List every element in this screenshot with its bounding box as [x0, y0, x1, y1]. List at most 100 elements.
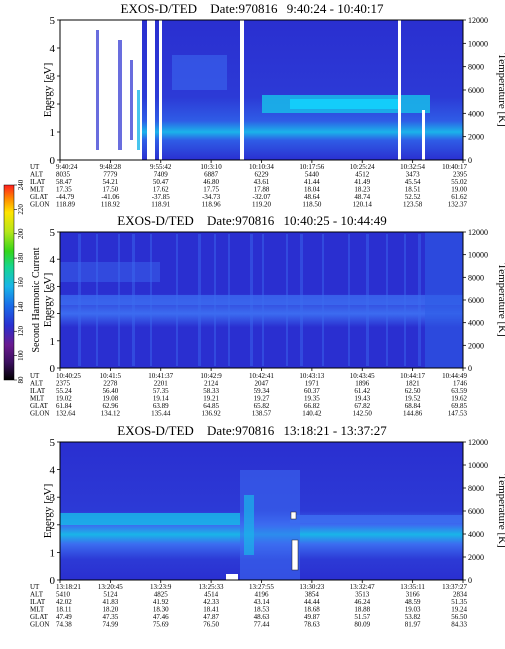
table-cell: 43.14 — [254, 598, 270, 606]
table-cell: 48.64 — [304, 193, 320, 201]
table-cell: 17.35 — [56, 186, 72, 194]
y2-tick-label: 10000 — [468, 39, 488, 48]
table-cell: 10:41:5 — [100, 372, 122, 380]
y2-tick-label: 0 — [468, 156, 472, 165]
panel-1-axes: 0 1 2 3 4 5 0 2000 4000 6000 8000 10000 12000 Energ… — [42, 15, 505, 167]
colorbar-tick-label: 240 — [17, 179, 25, 190]
y-tick-label: 0 — [50, 575, 56, 587]
y-tick-label: 2 — [50, 309, 56, 321]
panel-3-orbit-table: UTALTILATMLTGLATGLON13:18:21541042.0218.… — [30, 580, 468, 629]
table-cell: 51.57 — [354, 613, 370, 621]
table-cell: 13:32:47 — [350, 583, 375, 591]
panel-2-spike — [322, 234, 324, 366]
table-cell: -34.73 — [202, 193, 221, 201]
table-cell: 13:18:21 — [56, 583, 81, 591]
table-row-label: MLT — [30, 395, 45, 403]
table-cell: 13:23:9 — [150, 583, 172, 591]
y2-tick-label: 0 — [468, 364, 472, 373]
table-cell: 8035 — [56, 171, 71, 179]
y2-tick-label: 4000 — [468, 319, 484, 328]
table-cell: 67.82 — [354, 402, 370, 410]
table-cell: 140.42 — [302, 410, 322, 418]
table-cell: 18.88 — [354, 606, 370, 614]
y-tick-label: 5 — [50, 227, 56, 239]
table-cell: -32.07 — [252, 193, 271, 201]
table-cell: 19.52 — [405, 395, 421, 403]
y-tick-label: 4 — [50, 43, 56, 55]
table-cell: 76.50 — [203, 621, 219, 629]
table-cell: 19.62 — [451, 395, 467, 403]
panel-2-spike — [300, 234, 303, 366]
y2-tick-label: 12000 — [468, 16, 488, 25]
table-row-label: ALT — [30, 171, 44, 179]
table-cell: 2124 — [204, 380, 219, 388]
table-cell: 46.24 — [354, 598, 370, 606]
table-cell: 5124 — [103, 591, 118, 599]
y-tick-label: 3 — [50, 492, 56, 504]
table-cell: 10:42:9 — [200, 372, 222, 380]
table-cell: 74.99 — [103, 621, 119, 629]
table-row-label: GLAT — [30, 613, 49, 621]
panel-2-y2-ticks: 0 2000 4000 6000 8000 10000 12000 — [463, 228, 488, 373]
table-cell: 78.63 — [304, 621, 320, 629]
table-cell: 18.11 — [56, 606, 72, 614]
table-cell: 10:32:54 — [400, 163, 425, 171]
panel-2-title: EXOS-D/TED Date:970816 10:40:25 - 10:44:… — [117, 213, 386, 228]
table-cell: 61.42 — [354, 387, 370, 395]
panel-3-disturbance-core — [244, 495, 254, 555]
y-tick-label: 1 — [50, 336, 56, 348]
table-cell: 2395 — [453, 171, 468, 179]
panel-2-edge-stripe — [425, 232, 463, 368]
table-cell: 138.57 — [252, 410, 272, 418]
panel-1-y2-ticks: 0 2000 4000 6000 8000 10000 12000 — [463, 16, 488, 165]
panel-1-dropout — [60, 20, 142, 160]
table-cell: 7409 — [154, 171, 169, 179]
colorbar-tick-label: 180 — [17, 252, 25, 263]
colorbar-tick-label: 220 — [17, 204, 25, 215]
table-cell: 19.27 — [254, 395, 270, 403]
table-cell: 49.87 — [304, 613, 320, 621]
panel-1: EXOS-D/TED Date:970816 9:40:24 - 10:40:1… — [30, 1, 505, 209]
table-cell: 6229 — [255, 171, 270, 179]
panel-2-spike — [150, 234, 152, 366]
table-cell: 66.82 — [304, 402, 320, 410]
panel-2-spike — [96, 234, 98, 366]
table-cell: 10:41:37 — [148, 372, 173, 380]
table-cell: 142.50 — [353, 410, 373, 418]
table-row-label: ILAT — [30, 178, 46, 186]
table-cell: 19.24 — [451, 606, 467, 614]
table-cell: 41.49 — [354, 178, 370, 186]
panel-3-bright-band-2 — [290, 515, 463, 523]
table-cell: 120.14 — [353, 201, 373, 209]
table-cell: 19.14 — [153, 395, 169, 403]
panel-2-y2-label: Temperature [K] — [496, 263, 505, 336]
colorbar-tick-label: 200 — [17, 228, 25, 239]
table-cell: 4512 — [355, 171, 370, 179]
table-row-label: GLAT — [30, 193, 49, 201]
panel-3: EXOS-D/TED Date:970816 13:18:21 - 13:37:… — [30, 423, 505, 629]
table-cell: 80.09 — [354, 621, 370, 629]
table-row-label: GLAT — [30, 402, 49, 410]
colorbar-tick-label: 140 — [17, 301, 25, 312]
table-cell: 58.33 — [203, 387, 219, 395]
y-tick-label: 0 — [50, 363, 56, 375]
table-cell: 47.87 — [203, 613, 219, 621]
y2-tick-label: 8000 — [468, 273, 484, 282]
y2-tick-label: 2000 — [468, 133, 484, 142]
table-cell: 18.41 — [203, 606, 219, 614]
table-cell: 74.38 — [56, 621, 72, 629]
panel-1-data-sliver — [96, 30, 99, 150]
colorbar: 80 100 120 140 160 180 200 220 240 Second Harmon… — [3, 179, 42, 384]
panel-3-y-ticks: 0 1 2 3 4 5 — [50, 437, 60, 587]
table-cell: 18.51 — [405, 186, 421, 194]
panel-1-dropout-stripe — [159, 20, 162, 160]
panel-1-dropout-stripe — [240, 20, 244, 160]
table-row-label: ILAT — [30, 387, 46, 395]
table-cell: 65.82 — [254, 402, 270, 410]
table-cell: 10:17:56 — [299, 163, 324, 171]
table-cell: 10:10:34 — [249, 163, 274, 171]
table-cell: 18.53 — [254, 606, 270, 614]
table-cell: 136.92 — [202, 410, 222, 418]
table-cell: 13:30:23 — [299, 583, 324, 591]
